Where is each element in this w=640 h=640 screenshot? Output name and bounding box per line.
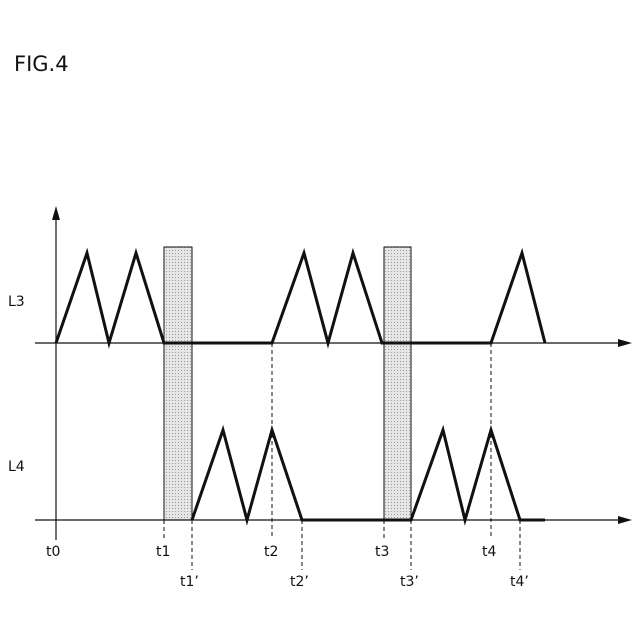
t4-prime-label: t4’ xyxy=(510,574,529,590)
t1-prime-label: t1’ xyxy=(180,574,199,590)
t2-label: t2 xyxy=(264,544,278,560)
l3-axis-arrow xyxy=(618,339,632,347)
y-axis-arrow xyxy=(52,206,60,220)
l3-label: L3 xyxy=(8,294,25,310)
shade-interval-t1 xyxy=(164,247,192,520)
l3-waveform xyxy=(56,253,545,343)
t3-label: t3 xyxy=(375,544,389,560)
l4-label: L4 xyxy=(8,459,25,475)
l4-waveform xyxy=(192,430,545,520)
t1-label: t1 xyxy=(156,544,170,560)
t0-label: t0 xyxy=(46,544,60,560)
t4-label: t4 xyxy=(482,544,496,560)
t3-prime-label: t3’ xyxy=(400,574,419,590)
l4-axis-arrow xyxy=(618,516,632,524)
t2-prime-label: t2’ xyxy=(290,574,309,590)
shade-interval-t3 xyxy=(384,247,411,520)
